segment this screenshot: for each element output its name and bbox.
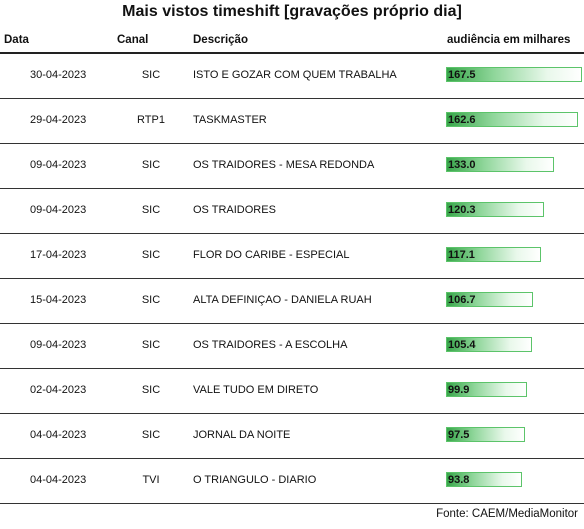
- row-description: TASKMASTER: [193, 114, 267, 126]
- table-row[interactable]: 04-04-2023 SIC JORNAL DA NOITE 97.5: [0, 414, 584, 459]
- table-row[interactable]: 04-04-2023 TVI O TRIANGULO - DIARIO 93.8: [0, 459, 584, 504]
- row-description: OS TRAIDORES - MESA REDONDA: [193, 159, 375, 171]
- row-channel: SIC: [141, 384, 161, 396]
- audience-value: 106.7: [448, 294, 476, 306]
- row-date: 30-04-2023: [30, 69, 87, 81]
- table-header: Data Canal Descrição audiência em milhar…: [0, 34, 584, 52]
- table-row[interactable]: 02-04-2023 SIC VALE TUDO EM DIRETO 99.9: [0, 369, 584, 414]
- audience-value: 120.3: [448, 204, 476, 216]
- table-row[interactable]: 09-04-2023 SIC OS TRAIDORES - MESA REDON…: [0, 144, 584, 189]
- row-date: 29-04-2023: [30, 114, 87, 126]
- row-description: OS TRAIDORES - A ESCOLHA: [193, 339, 348, 351]
- audience-value: 167.5: [448, 69, 476, 81]
- row-date: 09-04-2023: [30, 204, 87, 216]
- table-row[interactable]: 09-04-2023 SIC OS TRAIDORES - A ESCOLHA …: [0, 324, 584, 369]
- row-date: 02-04-2023: [30, 384, 87, 396]
- audience-bar: [446, 472, 523, 487]
- audience-bar: [446, 67, 582, 82]
- row-channel: SIC: [141, 159, 161, 171]
- table-body: 30-04-2023 SIC ISTO E GOZAR COM QUEM TRA…: [0, 54, 584, 504]
- row-channel: SIC: [141, 339, 161, 351]
- row-date: 09-04-2023: [30, 339, 87, 351]
- row-date: 04-04-2023: [30, 474, 87, 486]
- audience-bar: [446, 292, 533, 307]
- audience-bar: [446, 382, 528, 397]
- row-channel: RTP1: [137, 114, 165, 126]
- audience-bar: [446, 157, 554, 172]
- audience-value: 117.1: [448, 249, 475, 261]
- table-row[interactable]: 30-04-2023 SIC ISTO E GOZAR COM QUEM TRA…: [0, 54, 584, 99]
- row-date: 17-04-2023: [30, 249, 87, 261]
- audience-bar: [446, 202, 544, 217]
- audience-value: 105.4: [448, 339, 476, 351]
- row-description: O TRIANGULO - DIARIO: [193, 474, 317, 486]
- row-description: JORNAL DA NOITE: [193, 429, 291, 441]
- table-title: Mais vistos timeshift [gravações próprio…: [122, 3, 462, 20]
- header-audience[interactable]: audiência em milhares: [447, 34, 571, 46]
- row-channel: SIC: [141, 429, 161, 441]
- audience-value: 99.9: [448, 384, 470, 396]
- audience-bar: [446, 247, 542, 262]
- row-description: FLOR DO CARIBE - ESPECIAL: [193, 249, 350, 261]
- row-channel: SIC: [141, 204, 161, 216]
- audience-bar: [446, 337, 532, 352]
- header-date[interactable]: Data: [4, 34, 29, 46]
- audience-bar: [446, 427, 526, 442]
- row-date: 09-04-2023: [30, 159, 87, 171]
- header-divider: [0, 52, 584, 54]
- table-row[interactable]: 29-04-2023 RTP1 TASKMASTER 162.6: [0, 99, 584, 144]
- audience-value: 93.8: [448, 474, 470, 486]
- row-description: ALTA DEFINIÇAO - DANIELA RUAH: [193, 294, 372, 306]
- row-date: 15-04-2023: [30, 294, 87, 306]
- row-channel: SIC: [141, 69, 161, 81]
- audience-bar: [446, 112, 579, 127]
- audience-value: 97.5: [448, 429, 470, 441]
- table-row[interactable]: 15-04-2023 SIC ALTA DEFINIÇAO - DANIELA …: [0, 279, 584, 324]
- table-row[interactable]: 09-04-2023 SIC OS TRAIDORES 120.3: [0, 189, 584, 234]
- table-row[interactable]: 17-04-2023 SIC FLOR DO CARIBE - ESPECIAL…: [0, 234, 584, 279]
- row-description: OS TRAIDORES: [193, 204, 276, 216]
- row-date: 04-04-2023: [30, 429, 87, 441]
- header-channel[interactable]: Canal: [117, 34, 149, 46]
- audience-value: 162.6: [448, 114, 476, 126]
- row-channel: TVI: [142, 474, 160, 486]
- row-channel: SIC: [141, 249, 161, 261]
- header-description[interactable]: Descrição: [193, 34, 248, 46]
- row-description: ISTO E GOZAR COM QUEM TRABALHA: [193, 69, 397, 81]
- source-note: Fonte: CAEM/MediaMonitor: [436, 508, 578, 520]
- audience-value: 133.0: [448, 159, 476, 171]
- row-description: VALE TUDO EM DIRETO: [193, 384, 319, 396]
- row-channel: SIC: [141, 294, 161, 306]
